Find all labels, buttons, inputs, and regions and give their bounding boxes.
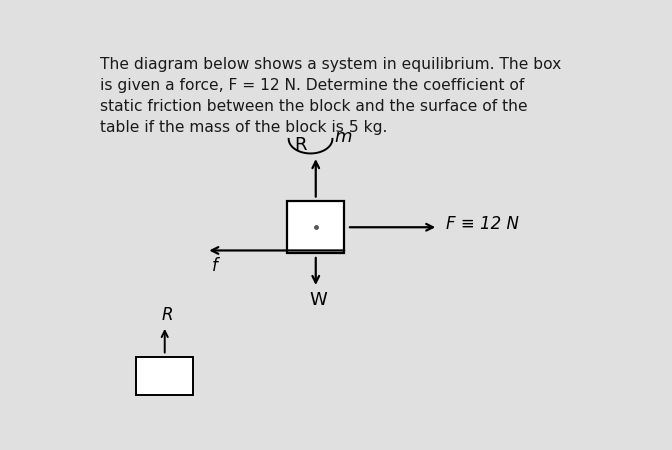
Text: F ≡ 12 N: F ≡ 12 N xyxy=(446,215,519,233)
Bar xyxy=(287,201,345,253)
Text: The diagram below shows a system in equilibrium. The box
is given a force, F = 1: The diagram below shows a system in equi… xyxy=(99,58,561,135)
Text: W: W xyxy=(310,291,327,309)
Text: R: R xyxy=(161,306,173,324)
Text: R: R xyxy=(294,136,306,154)
Text: m: m xyxy=(334,128,351,146)
Bar xyxy=(136,357,194,395)
Text: f: f xyxy=(212,257,218,275)
